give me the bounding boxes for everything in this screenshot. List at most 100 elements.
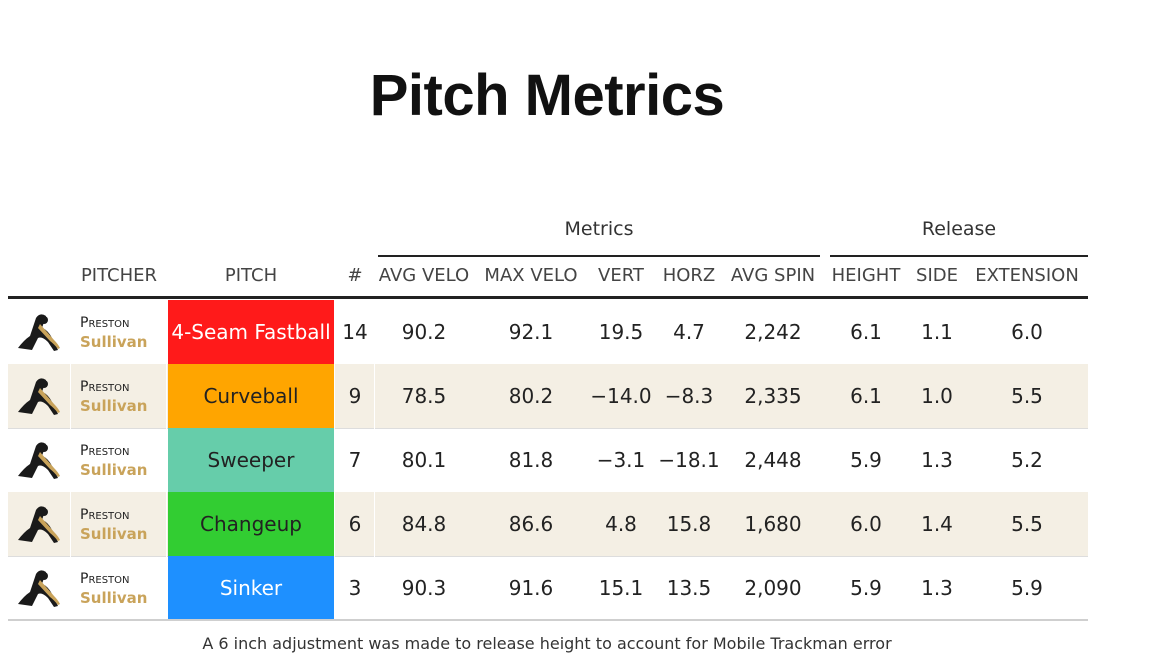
cell-side: 1.4	[921, 512, 953, 536]
column-divider	[70, 428, 71, 492]
pitch-type-cell: Sweeper	[168, 428, 334, 492]
cell-max-velo: 80.2	[508, 384, 554, 408]
team-logo-icon	[14, 502, 62, 546]
pitcher-first-name: Preston	[80, 571, 130, 587]
pitcher-name: Preston Sullivan	[80, 378, 148, 416]
cell-vert: −14.0	[590, 384, 652, 408]
col-header-side: SIDE	[916, 265, 958, 286]
cell-extension: 5.9	[1011, 576, 1043, 600]
cell-side: 1.1	[921, 320, 953, 344]
column-divider	[70, 300, 71, 364]
pitcher-name: Preston Sullivan	[80, 506, 148, 544]
pitcher-last-name: Sullivan	[80, 525, 148, 543]
col-header-extension: EXTENSION	[975, 265, 1079, 286]
pitcher-name: Preston Sullivan	[80, 442, 148, 480]
col-header-avg-spin: AVG SPIN	[730, 265, 816, 286]
cell-avg-velo: 90.2	[401, 320, 447, 344]
cell-avg-spin: 2,335	[744, 384, 802, 408]
cell-horz: 4.7	[673, 320, 705, 344]
cell-extension: 5.5	[1011, 512, 1043, 536]
cell-vert: 15.1	[598, 576, 644, 600]
cell-avg-velo: 84.8	[401, 512, 447, 536]
pitcher-first-name: Preston	[80, 379, 130, 395]
pitch-type-cell: Changeup	[168, 492, 334, 556]
table-row: Preston Sullivan Sinker 3 90.3 91.6 15.1 13.5 2,…	[8, 556, 1088, 620]
cell-extension: 5.2	[1011, 448, 1043, 472]
cell-vert: 19.5	[598, 320, 644, 344]
pitch-type-cell: Sinker	[168, 556, 334, 620]
pitch-type-cell: 4-Seam Fastball	[168, 300, 334, 364]
cell-side: 1.3	[921, 576, 953, 600]
col-header-vert: VERT	[598, 265, 644, 286]
group-line-release	[830, 255, 1088, 257]
pitcher-name: Preston Sullivan	[80, 314, 148, 352]
cell-horz: −18.1	[658, 448, 720, 472]
table-row: Preston Sullivan Curveball 9 78.5 80.2 −14.0 −8…	[8, 364, 1088, 428]
column-divider	[374, 428, 375, 492]
row-divider	[8, 556, 1088, 557]
col-header-max-velo: MAX VELO	[484, 265, 578, 286]
column-divider	[374, 492, 375, 556]
team-logo-icon	[14, 566, 62, 610]
column-divider	[334, 428, 335, 492]
column-divider	[166, 556, 167, 620]
column-divider	[166, 364, 167, 428]
column-divider	[334, 300, 335, 364]
pitcher-first-name: Preston	[80, 443, 130, 459]
cell-extension: 5.5	[1011, 384, 1043, 408]
cell-height: 5.9	[850, 448, 882, 472]
column-divider	[374, 300, 375, 364]
column-divider	[334, 492, 335, 556]
group-header-release: Release	[921, 218, 997, 240]
cell-avg-spin: 2,242	[744, 320, 802, 344]
pitcher-last-name: Sullivan	[80, 589, 148, 607]
cell-max-velo: 86.6	[508, 512, 554, 536]
pitch-type-cell: Curveball	[168, 364, 334, 428]
pitcher-last-name: Sullivan	[80, 333, 148, 351]
header-rule	[8, 296, 1088, 299]
table-row: Preston Sullivan Sweeper 7 80.1 81.8 −3.1 −18.1…	[8, 428, 1088, 492]
cell-max-velo: 81.8	[508, 448, 554, 472]
cell-count: 7	[348, 448, 362, 472]
cell-height: 5.9	[850, 576, 882, 600]
cell-avg-velo: 80.1	[401, 448, 447, 472]
bottom-rule	[8, 619, 1088, 621]
cell-count: 6	[348, 512, 362, 536]
cell-height: 6.1	[850, 320, 882, 344]
column-divider	[166, 428, 167, 492]
column-divider	[334, 364, 335, 428]
cell-vert: 4.8	[605, 512, 637, 536]
cell-extension: 6.0	[1011, 320, 1043, 344]
cell-height: 6.1	[850, 384, 882, 408]
col-header-pitcher: PITCHER	[80, 265, 158, 286]
table-row: Preston Sullivan 4-Seam Fastball 14 90.2 92.1…	[8, 300, 1088, 364]
column-divider	[166, 300, 167, 364]
cell-side: 1.3	[921, 448, 953, 472]
cell-count: 9	[348, 384, 362, 408]
column-divider	[374, 556, 375, 620]
column-divider	[166, 492, 167, 556]
team-logo-icon	[14, 310, 62, 354]
column-divider	[334, 556, 335, 620]
cell-count: 14	[342, 320, 368, 344]
row-divider	[8, 428, 1088, 429]
cell-avg-velo: 90.3	[401, 576, 447, 600]
cell-avg-velo: 78.5	[401, 384, 447, 408]
column-divider	[374, 364, 375, 428]
cell-horz: −8.3	[664, 384, 714, 408]
cell-horz: 15.8	[666, 512, 712, 536]
cell-vert: −3.1	[596, 448, 646, 472]
pitcher-last-name: Sullivan	[80, 397, 148, 415]
cell-max-velo: 92.1	[508, 320, 554, 344]
column-divider	[70, 364, 71, 428]
cell-horz: 13.5	[666, 576, 712, 600]
col-header-pitch: PITCH	[224, 265, 278, 286]
cell-max-velo: 91.6	[508, 576, 554, 600]
group-line-metrics	[378, 255, 820, 257]
pitcher-last-name: Sullivan	[80, 461, 148, 479]
cell-avg-spin: 2,448	[744, 448, 802, 472]
page-title: Pitch Metrics	[369, 63, 725, 128]
cell-count: 3	[348, 576, 362, 600]
team-logo-icon	[14, 438, 62, 482]
cell-avg-spin: 2,090	[744, 576, 802, 600]
